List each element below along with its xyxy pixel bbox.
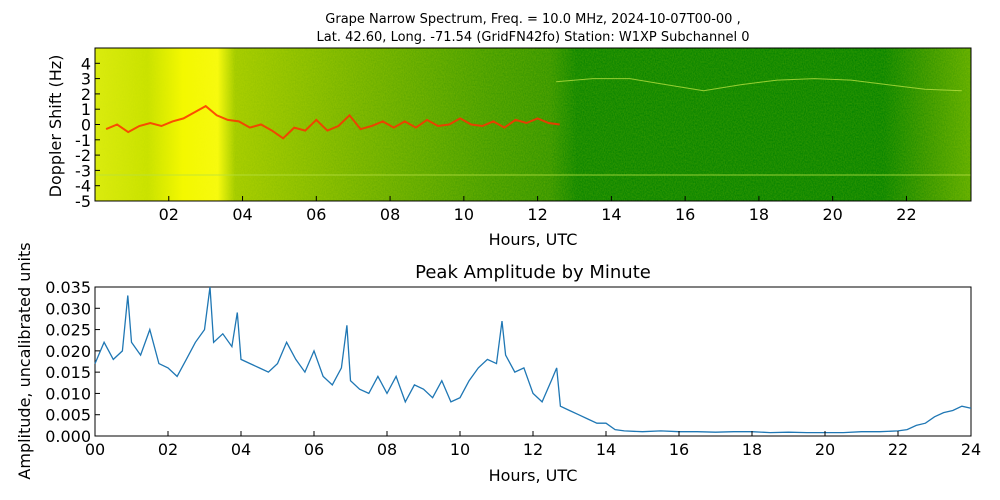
spectrogram-y-tick-label: -3 xyxy=(75,161,91,180)
spectrogram-y-tick-label: -5 xyxy=(75,192,91,211)
chart-title-line-2: Lat. 42.60, Long. -71.54 (GridFN42fo) St… xyxy=(316,30,750,45)
amplitude-y-tick-label: 0.035 xyxy=(45,278,91,297)
spectrogram-carrier-trace xyxy=(105,104,560,140)
spectrogram-x-tick-label: 18 xyxy=(749,205,769,224)
spectrogram-y-tick-label: 3 xyxy=(81,70,91,89)
amplitude-x-tick-label: 04 xyxy=(231,440,251,459)
spectrogram-x-tick-label: 16 xyxy=(675,205,695,224)
spectrogram-y-axis-label: Doppler Shift (Hz) xyxy=(46,55,65,198)
amplitude-y-axis-label: Amplitude, uncalibrated units xyxy=(15,242,34,479)
amplitude-x-tick-label: 22 xyxy=(888,440,908,459)
amplitude-series-line-0 xyxy=(94,286,972,434)
spectrogram-x-tick-label: 22 xyxy=(896,205,916,224)
spectrogram-faint-trace-0 xyxy=(556,78,962,92)
spectrogram-x-tick-label: 20 xyxy=(823,205,843,224)
amplitude-y-tick-label: 0.000 xyxy=(45,427,91,446)
spectrogram-traces xyxy=(95,78,971,176)
spectrogram-x-axis-label: Hours, UTC xyxy=(489,230,578,249)
spectrogram-y-tick-label: 1 xyxy=(81,100,91,119)
amplitude-x-tick-label: 00 xyxy=(85,440,105,459)
spectrogram-y-tick-label: -2 xyxy=(75,146,91,165)
spectrogram-x-ticks: 02 04 06 08 10 12 14 16 18 20 22 xyxy=(159,196,917,224)
amplitude-y-tick-label: 0.005 xyxy=(45,406,91,425)
spectrogram-y-tick-label: 2 xyxy=(81,85,91,104)
spectrogram-y-tick-label: -1 xyxy=(75,131,91,150)
amplitude-x-axis-label: Hours, UTC xyxy=(489,466,578,485)
amplitude-chart-title: Peak Amplitude by Minute xyxy=(415,262,651,283)
amplitude-y-tick-label: 0.015 xyxy=(45,363,91,382)
spectrogram-x-tick-label: 10 xyxy=(454,205,474,224)
amplitude-plot-area xyxy=(94,286,972,437)
amplitude-y-tick-label: 0.030 xyxy=(45,299,91,318)
spectrogram-noise-texture xyxy=(95,48,971,201)
amplitude-x-tick-label: 02 xyxy=(158,440,178,459)
spectrogram-x-tick-label: 08 xyxy=(380,205,400,224)
amplitude-x-ticks: 00 02 04 06 08 10 12 14 16 18 20 22 24 xyxy=(85,431,981,459)
spectrogram-y-tick-label: 4 xyxy=(81,54,91,73)
amplitude-y-tick-label: 0.020 xyxy=(45,342,91,361)
amplitude-x-tick-label: 16 xyxy=(669,440,689,459)
spectrogram-y-tick-label: -4 xyxy=(75,177,91,196)
amplitude-series xyxy=(94,286,972,434)
spectrogram-x-tick-label: 02 xyxy=(159,205,179,224)
spectrogram-x-tick-label: 14 xyxy=(601,205,621,224)
amplitude-panel: Peak Amplitude by Minute 00 02 04 06 08 10 12 1… xyxy=(15,242,981,485)
spectrogram-y-tick-label: 0 xyxy=(81,116,91,135)
chart-title-line-1: Grape Narrow Spectrum, Freq. = 10.0 MHz,… xyxy=(325,12,741,27)
amplitude-x-tick-label: 08 xyxy=(377,440,397,459)
amplitude-x-tick-label: 20 xyxy=(815,440,835,459)
amplitude-x-tick-label: 06 xyxy=(304,440,324,459)
amplitude-x-tick-label: 12 xyxy=(523,440,543,459)
amplitude-y-tick-label: 0.025 xyxy=(45,321,91,340)
amplitude-x-tick-label: 24 xyxy=(961,440,981,459)
spectrogram-x-tick-label: 04 xyxy=(232,205,252,224)
amplitude-x-tick-label: 10 xyxy=(450,440,470,459)
amplitude-x-tick-label: 14 xyxy=(596,440,616,459)
amplitude-y-tick-label: 0.010 xyxy=(45,384,91,403)
spectrogram-x-tick-label: 12 xyxy=(527,205,547,224)
spectrogram-x-tick-label: 06 xyxy=(306,205,326,224)
amplitude-y-ticks: 0.000 0.005 0.010 0.015 0.020 0.025 0.030 0.035 xyxy=(45,278,100,446)
amplitude-x-tick-label: 18 xyxy=(742,440,762,459)
